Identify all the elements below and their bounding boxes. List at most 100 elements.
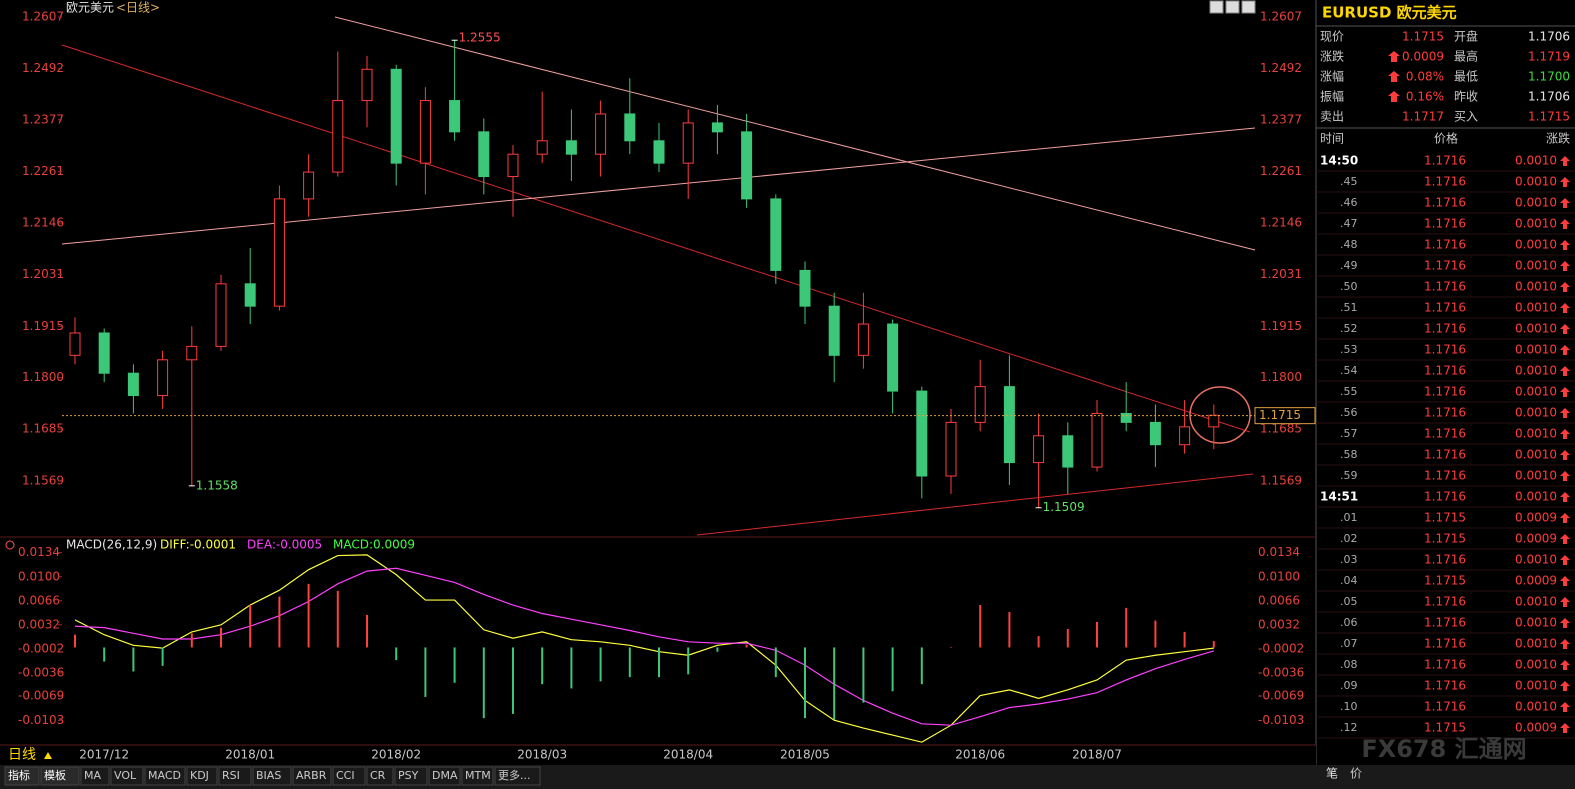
tab[interactable]: VOL: [114, 769, 137, 782]
tab-box[interactable]: [144, 766, 186, 786]
tab-box[interactable]: [461, 766, 494, 786]
x-tick-label: 2018/05: [780, 748, 830, 762]
button[interactable]: [1241, 0, 1256, 14]
tick-change: 0.0010: [1515, 238, 1557, 252]
x-tick-label: 2017/12: [79, 748, 129, 762]
tick-time: .47: [1340, 217, 1358, 230]
tab-box[interactable]: [218, 766, 252, 786]
tab-box[interactable]: [40, 766, 80, 786]
up-arrow: [1560, 702, 1570, 712]
macd-bar: [278, 596, 281, 648]
tick-price: 1.1716: [1424, 658, 1466, 672]
tab-box[interactable]: [332, 766, 366, 786]
quote-value: 0.0009: [1402, 50, 1444, 64]
candle-body: [682, 122, 694, 164]
up-arrow: [1388, 51, 1400, 62]
candle-body: [974, 386, 986, 423]
up-arrow: [1560, 660, 1570, 670]
tab[interactable]: MA: [84, 769, 101, 782]
tab[interactable]: 价: [1350, 767, 1362, 781]
y-tick-label: -0.0002: [1258, 641, 1304, 655]
tick-price: 1.1716: [1424, 217, 1466, 231]
extreme-label: 1.1558: [196, 478, 238, 492]
macd-bar: [395, 647, 398, 661]
legend-entry: MACD:0.0009: [333, 538, 415, 552]
x-tick-label: 2018/04: [663, 748, 713, 762]
candle-body: [127, 372, 139, 397]
tab[interactable]: DMA: [432, 769, 458, 782]
candle-body: [799, 269, 811, 307]
y-tick-label: 1.2261: [1260, 164, 1302, 178]
tab[interactable]: CCI: [336, 769, 355, 782]
tab[interactable]: CR: [370, 769, 386, 782]
y-tick-label: 1.2492: [1260, 61, 1302, 75]
macd-bar: [541, 647, 544, 685]
tab[interactable]: ARBR: [296, 769, 327, 782]
quote-value: 1.1706: [1528, 90, 1570, 104]
macd-bar: [570, 647, 573, 689]
tick-change: 0.0010: [1515, 700, 1557, 714]
dropdown-icon[interactable]: [44, 752, 52, 759]
macd-bar: [804, 647, 806, 719]
tick-change: 0.0010: [1515, 490, 1557, 504]
tab[interactable]: 笔: [1326, 766, 1338, 781]
tab-box[interactable]: [80, 766, 110, 786]
tab[interactable]: RSI: [222, 769, 240, 782]
window-buttons[interactable]: [1209, 0, 1256, 14]
y-tick-label: 1.2492: [22, 61, 64, 75]
tab-box[interactable]: [4, 766, 40, 786]
tab-box[interactable]: [366, 766, 394, 786]
tick-price: 1.1715: [1424, 721, 1466, 735]
tab[interactable]: 指标: [8, 768, 30, 782]
tick-change: 0.0010: [1515, 196, 1557, 210]
y-tick-label: 0.0100: [18, 569, 60, 583]
tick-change: 0.0010: [1515, 616, 1557, 630]
quote-value: 1.1717: [1402, 110, 1444, 124]
tab[interactable]: BIAS: [256, 769, 281, 782]
tick-time: .45: [1340, 175, 1358, 188]
tab-box[interactable]: [252, 766, 292, 786]
tick-time: 14:50: [1320, 154, 1358, 168]
indicator-icon[interactable]: [5, 540, 15, 550]
drawings: [61, 16, 1256, 536]
quote-label: 开盘: [1454, 29, 1478, 44]
tab-box[interactable]: [494, 766, 541, 786]
tab[interactable]: KDJ: [190, 769, 209, 782]
tick-price: 1.1716: [1424, 385, 1466, 399]
tick-price: 1.1716: [1424, 427, 1466, 441]
tab-box[interactable]: [110, 766, 144, 786]
y-tick-label: 0.0134: [18, 545, 60, 559]
tick-change: 0.0010: [1515, 385, 1557, 399]
tab[interactable]: 更多...: [498, 768, 531, 782]
tick-change: 0.0010: [1515, 595, 1557, 609]
tick-time: .07: [1340, 637, 1358, 650]
y-tick-label: 1.2377: [22, 112, 64, 126]
period-selector[interactable]: 日线: [8, 747, 36, 763]
tab[interactable]: 模板: [44, 768, 66, 782]
tick-time: .03: [1340, 553, 1358, 566]
button[interactable]: [1209, 0, 1224, 14]
tab-box[interactable]: [428, 766, 461, 786]
tab-box[interactable]: [292, 766, 332, 786]
tick-time: .49: [1340, 259, 1358, 272]
trend-line: [334, 16, 1256, 251]
tab-box[interactable]: [394, 766, 428, 786]
tab[interactable]: PSY: [398, 769, 419, 782]
extreme-label: 1.2555: [459, 31, 501, 45]
up-arrow: [1560, 618, 1570, 628]
up-arrow: [1560, 219, 1570, 229]
up-arrow: [1560, 555, 1570, 565]
button[interactable]: [1225, 0, 1240, 14]
column-header: 涨跌: [1546, 131, 1570, 146]
candle-body: [565, 140, 577, 155]
tick-time: .57: [1340, 427, 1358, 440]
tab-box[interactable]: [186, 766, 218, 786]
up-arrow: [1560, 723, 1570, 733]
tick-price: 1.1716: [1424, 280, 1466, 294]
trend-line: [696, 473, 1254, 536]
tab[interactable]: MACD: [148, 769, 181, 782]
up-arrow: [1560, 471, 1570, 481]
y-tick-label: 1.2146: [22, 216, 64, 230]
tab[interactable]: MTM: [465, 769, 491, 782]
candle-body: [1091, 412, 1103, 468]
